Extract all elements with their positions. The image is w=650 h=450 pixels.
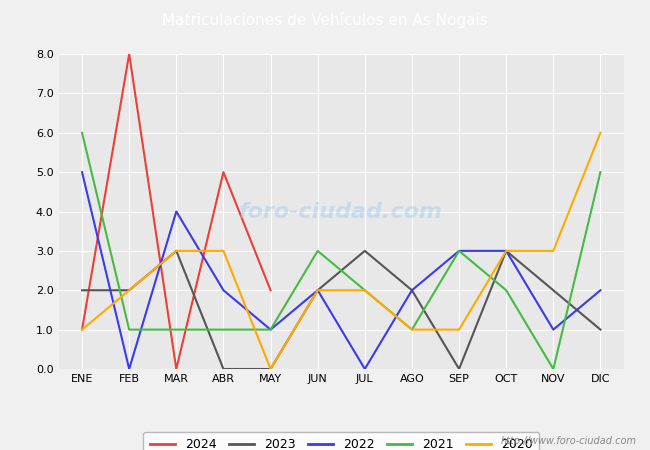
Text: Matriculaciones de Vehículos en As Nogais: Matriculaciones de Vehículos en As Nogai… <box>162 12 488 28</box>
Text: http://www.foro-ciudad.com: http://www.foro-ciudad.com <box>501 436 637 446</box>
Text: foro-ciudad.com: foro-ciudad.com <box>239 202 443 221</box>
Legend: 2024, 2023, 2022, 2021, 2020: 2024, 2023, 2022, 2021, 2020 <box>144 432 539 450</box>
